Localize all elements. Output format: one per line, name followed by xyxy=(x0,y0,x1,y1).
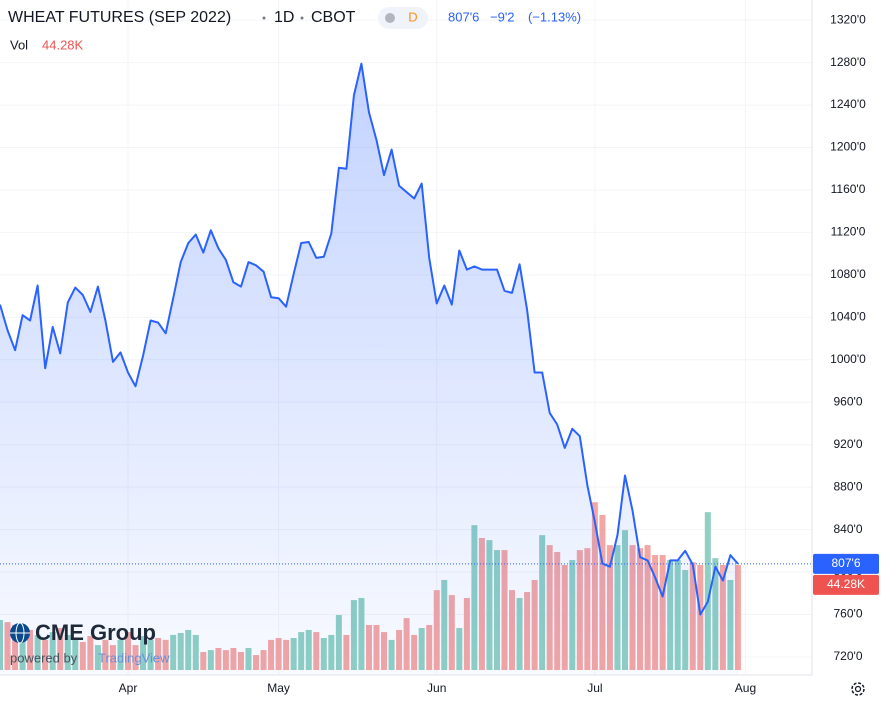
x-tick-label: Jul xyxy=(587,681,602,695)
logo-text: CME Group xyxy=(35,620,156,645)
platform-name: TradingView xyxy=(98,650,170,665)
volume-legend-label: Vol xyxy=(10,37,28,52)
last-volume-box xyxy=(813,574,879,595)
volume-legend-value: 44.28K xyxy=(42,37,84,52)
price-change: −9'2 xyxy=(490,9,515,24)
x-tick-label: May xyxy=(267,681,290,695)
y-tick-label: 760'0 xyxy=(834,607,863,621)
y-tick-label: 720'0 xyxy=(834,649,863,663)
y-tick-label: 840'0 xyxy=(834,522,863,536)
status-pill[interactable] xyxy=(378,7,428,29)
price-area-fill xyxy=(0,63,738,675)
last-price-label: 807'6 xyxy=(832,556,861,570)
x-tick-label: Apr xyxy=(119,681,138,695)
separator xyxy=(262,16,266,20)
price-line xyxy=(0,62,739,616)
y-tick-label: 1320'0 xyxy=(830,12,866,26)
exchange: CBOT xyxy=(311,9,356,26)
y-tick-label: 1200'0 xyxy=(830,140,866,154)
price-area xyxy=(0,62,739,675)
y-tick-label: 1040'0 xyxy=(830,310,866,324)
last-price-box xyxy=(813,553,879,574)
y-tick-label: 1120'0 xyxy=(831,225,866,239)
axis-labels: 720'0760'0800'0840'0880'0920'0960'01000'… xyxy=(0,0,879,695)
y-tick-label: 1240'0 xyxy=(830,97,866,111)
x-tick-label: Aug xyxy=(735,681,756,695)
delay-badge: D xyxy=(408,9,417,24)
volume-bar xyxy=(734,565,741,670)
separator xyxy=(300,16,304,20)
x-tick-label: Jun xyxy=(427,681,446,695)
y-tick-label: 1000'0 xyxy=(830,352,866,366)
y-tick-label: 960'0 xyxy=(834,394,863,408)
interval: 1D xyxy=(274,9,294,26)
y-tick-label: 1280'0 xyxy=(830,55,866,69)
y-tick-label: 920'0 xyxy=(834,437,863,451)
powered-by: powered by xyxy=(10,650,78,665)
y-tick-label: 1080'0 xyxy=(830,267,866,281)
price-change-percent: (−1.13%) xyxy=(528,9,581,24)
y-tick-label: 880'0 xyxy=(834,479,863,493)
last-volume-label: 44.28K xyxy=(827,577,865,591)
volume-bar xyxy=(704,512,711,670)
last-price: 807'6 xyxy=(448,9,479,24)
chart-title: WHEAT FUTURES (SEP 2022) xyxy=(8,9,231,26)
settings-button[interactable] xyxy=(851,682,865,696)
status-dot xyxy=(385,13,395,23)
y-tick-label: 1160'0 xyxy=(831,182,866,196)
